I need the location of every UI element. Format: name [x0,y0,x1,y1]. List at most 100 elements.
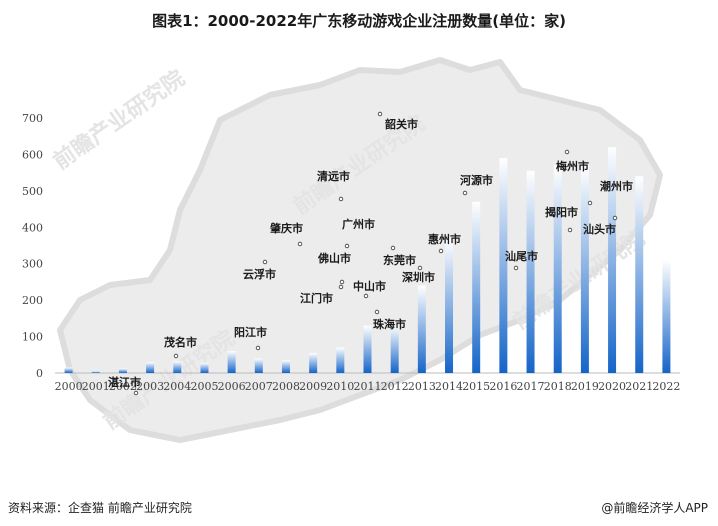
city-label: 阳江市 [234,325,267,339]
x-tick-label: 2014 [435,380,463,393]
x-tick-label: 2007 [245,380,273,393]
city-label: 揭阳市 [545,205,578,219]
bar-2012 [390,325,399,373]
x-tick-label: 2005 [190,380,218,393]
x-tick-label: 2002 [109,380,137,393]
y-tick-label: 100 [22,331,43,344]
x-axis: 2000 2001 2002 2003 2004 2005 2006 2007 2008 2009… [55,380,681,393]
city-label: 潮州市 [600,179,633,193]
city-label: 中山市 [353,279,386,293]
city-label: 清远市 [317,169,350,183]
x-tick-label: 2000 [55,380,83,393]
city-dot [513,265,519,271]
bar-2003 [146,362,155,373]
brand-note: @前瞻经济学人APP [601,501,708,515]
x-tick-label: 2001 [82,380,110,393]
bar-2008 [281,360,290,373]
bar-2020 [608,147,617,373]
chart-title: 图表1：2000-2022年广东移动游戏企业注册数量(单位：家) [152,12,566,30]
x-tick-label: 2012 [381,380,409,393]
x-tick-label: 2016 [489,380,517,393]
x-tick-label: 2020 [598,380,626,393]
x-tick-label: 2019 [571,380,599,393]
bar-2011 [363,325,372,373]
city-label: 汕头市 [583,222,616,236]
city-label: 珠海市 [373,317,406,331]
x-tick-label: 2017 [517,380,545,393]
x-tick-label: 2018 [544,380,572,393]
y-tick-label: 500 [22,185,43,198]
x-tick-label: 2013 [408,380,436,393]
x-tick-label: 2015 [462,380,490,393]
city-label: 佛山市 [317,251,351,265]
city-dot [255,345,261,351]
city-label: 汕尾市 [505,249,538,263]
y-axis: 0 100 200 300 400 500 600 700 [22,112,43,380]
source-note: 资料来源：企查猫 前瞻产业研究院 [8,501,192,515]
city-dot [462,190,468,196]
y-tick-label: 300 [22,258,43,271]
city-label: 茂名市 [164,335,197,349]
city-dot [339,279,345,285]
bar-2002 [118,368,127,373]
bars [64,147,671,373]
bar-2019 [580,165,589,373]
x-tick-label: 2008 [272,380,300,393]
bar-2017 [526,170,535,373]
bar-2015 [472,201,481,373]
y-tick-label: 600 [22,148,43,161]
city-dot [133,390,139,396]
city-dot [338,196,344,202]
city-label: 东莞市 [383,253,416,267]
city-label: 梅州市 [556,159,589,173]
city-dot [374,309,380,315]
city-dot [390,245,396,251]
city-dot [173,353,179,359]
city-label: 云浮市 [243,267,276,281]
city-dot [262,259,268,265]
bar-2018 [553,165,562,373]
city-label: 肇庆市 [269,221,303,235]
y-tick-label: 400 [22,221,43,234]
city-dot [363,293,369,299]
city-dot [377,111,383,117]
bar-2005 [200,362,209,373]
x-tick-label: 2021 [625,380,653,393]
y-tick-label: 0 [36,367,43,380]
bar-2004 [173,361,182,373]
bar-2006 [227,351,236,373]
y-tick-label: 200 [22,294,43,307]
city-dot [438,248,444,254]
x-tick-label: 2009 [299,380,327,393]
city-label: 深圳市 [402,270,435,284]
y-tick-label: 700 [22,112,43,125]
bar-2009 [309,352,318,373]
city-label: 惠州市 [428,232,461,246]
city-dot [564,149,570,155]
city-label: 韶关市 [385,117,418,131]
city-dot [587,200,593,206]
x-tick-label: 2004 [163,380,191,393]
x-tick-label: 2003 [136,380,164,393]
city-label: 江门市 [300,291,333,305]
city-label: 河源市 [460,173,493,187]
x-tick-label: 2010 [326,380,354,393]
x-tick-label: 2022 [652,380,680,393]
bar-2007 [254,358,263,373]
bar-2000 [64,367,73,373]
bar-2021 [635,176,644,373]
x-tick-label: 2006 [218,380,246,393]
watermark-text: 前瞻产业研究院 [49,65,190,175]
city-label: 湛江市 [108,375,141,389]
bar-2010 [336,347,345,373]
bar-2001 [91,371,100,373]
city-dot [417,265,423,271]
bar-2013 [417,285,426,373]
bar-2022 [662,260,671,373]
bar-2014 [445,238,454,373]
x-tick-label: 2011 [354,380,382,393]
city-dot [338,284,344,290]
city-dot [344,243,350,249]
